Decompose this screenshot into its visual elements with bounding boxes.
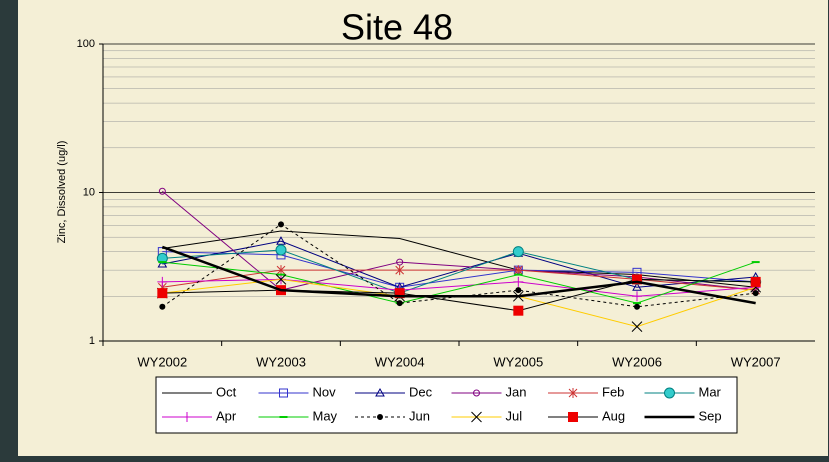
- marker: [752, 290, 759, 297]
- series-line: [162, 278, 756, 312]
- marker: [396, 300, 403, 307]
- marker: [512, 246, 524, 258]
- legend-box: [155, 376, 738, 434]
- marker: [275, 244, 287, 256]
- legend-label: Aug: [602, 408, 625, 423]
- marker: [158, 187, 166, 195]
- y-tick-label: 10: [83, 186, 95, 198]
- series-line: [162, 223, 756, 308]
- legend-label: Mar: [699, 384, 722, 399]
- legend-marker: [377, 414, 383, 420]
- legend-label: Sep: [699, 408, 722, 423]
- marker: [513, 265, 523, 276]
- legend-label: May: [313, 408, 338, 423]
- legend-label: Dec: [409, 384, 433, 399]
- marker: [515, 287, 522, 294]
- marker: [394, 288, 405, 299]
- marker: [632, 274, 642, 285]
- legend-label: Jan: [506, 384, 527, 399]
- marker: [159, 303, 166, 310]
- marker: [157, 288, 168, 299]
- series-line: [162, 190, 756, 291]
- marker: [278, 221, 284, 228]
- marker: [396, 258, 404, 266]
- marker: [275, 274, 287, 285]
- x-tick-label: WY2006: [612, 354, 662, 369]
- legend-marker: [375, 387, 385, 397]
- legend-marker: [568, 388, 578, 398]
- series-line: [162, 261, 756, 304]
- legend-label: Feb: [602, 384, 624, 399]
- marker: [276, 265, 286, 276]
- legend-label: Jul: [506, 408, 523, 423]
- x-tick-label: WY2003: [256, 354, 306, 369]
- chart-title: Site 48: [341, 7, 453, 48]
- marker: [513, 305, 524, 316]
- legend-marker: [664, 387, 675, 399]
- marker: [156, 252, 168, 264]
- legend-marker: [568, 412, 578, 422]
- legend-marker: [279, 388, 288, 398]
- marker: [632, 282, 642, 291]
- marker: [395, 265, 405, 276]
- legend-label: Oct: [216, 384, 237, 399]
- y-tick-label: 1: [89, 335, 95, 347]
- marker: [513, 276, 524, 287]
- y-axis-label: Zinc, Dissolved (ug/l): [56, 141, 68, 244]
- y-tick-label: 100: [77, 38, 95, 50]
- marker: [634, 303, 640, 310]
- x-tick-label: WY2002: [137, 354, 187, 369]
- marker: [632, 291, 642, 302]
- legend-label: Nov: [313, 384, 337, 399]
- marker: [750, 276, 761, 287]
- series-line: [161, 245, 756, 305]
- series-line: [162, 251, 756, 288]
- series-line: [162, 230, 756, 288]
- marker: [631, 321, 643, 332]
- series-line: [162, 278, 756, 297]
- x-tick-label: WY2005: [493, 354, 543, 369]
- legend-marker: [182, 412, 192, 422]
- x-tick-label: WY2004: [375, 354, 425, 369]
- x-tick-label: WY2007: [731, 354, 781, 369]
- legend-marker: [473, 389, 480, 397]
- legend-label: Apr: [216, 408, 237, 423]
- legend-label: Jun: [409, 408, 430, 423]
- marker: [276, 236, 286, 245]
- marker: [157, 276, 168, 287]
- legend-marker: [471, 411, 482, 423]
